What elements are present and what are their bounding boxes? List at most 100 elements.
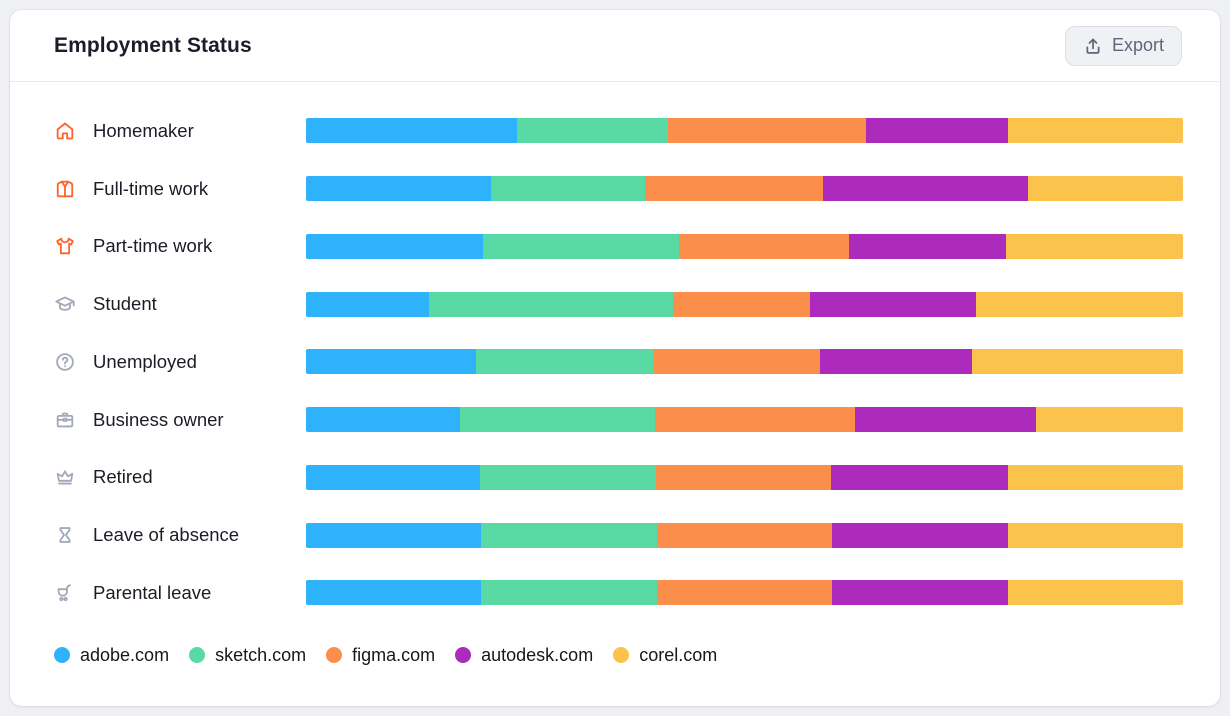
legend-item: figma.com <box>326 645 435 666</box>
stacked-bar <box>306 464 1183 490</box>
legend-dot <box>455 647 472 664</box>
bar-segment-figma-com[interactable] <box>645 176 823 202</box>
bar-segment-sketch-com[interactable] <box>491 176 646 202</box>
chart-area: Homemaker Full-time work Part-time work … <box>10 82 1220 666</box>
legend-item: adobe.com <box>54 645 169 666</box>
bar-segment-autodesk-com[interactable] <box>848 233 1006 259</box>
legend-dot <box>326 647 343 664</box>
bar-segment-sketch-com[interactable] <box>517 118 669 144</box>
legend-dot <box>613 647 630 664</box>
legend-dot <box>189 647 206 664</box>
bar-segment-adobe-com[interactable] <box>306 464 480 490</box>
stacked-bar <box>306 580 1183 606</box>
bar-segment-autodesk-com[interactable] <box>831 464 1009 490</box>
legend-item: corel.com <box>613 645 717 666</box>
chart-row: Part-time work <box>54 218 1183 276</box>
chart-rows: Homemaker Full-time work Part-time work … <box>54 102 1183 622</box>
row-label: Unemployed <box>93 350 197 372</box>
bar-segment-figma-com[interactable] <box>656 522 833 548</box>
briefcase-icon <box>54 409 76 431</box>
chart-legend: adobe.com sketch.com figma.com autodesk.… <box>54 645 1183 666</box>
stacked-bar <box>306 291 1183 317</box>
row-label: Leave of absence <box>93 524 240 546</box>
bar-segment-figma-com[interactable] <box>656 580 833 606</box>
legend-label: autodesk.com <box>481 644 594 665</box>
row-head: Student <box>54 293 306 315</box>
row-label: Full-time work <box>93 177 209 199</box>
bar-segment-corel-com[interactable] <box>1035 407 1183 433</box>
bar-segment-corel-com[interactable] <box>1008 522 1183 548</box>
stacked-bar <box>306 233 1183 259</box>
stroller-icon <box>54 582 76 604</box>
bar-segment-adobe-com[interactable] <box>306 176 492 202</box>
stacked-bar <box>306 349 1183 375</box>
bar-segment-autodesk-com[interactable] <box>822 176 1028 202</box>
chart-row: Business owner <box>54 391 1183 449</box>
export-button[interactable]: Export <box>1064 25 1182 66</box>
bar-segment-sketch-com[interactable] <box>480 522 657 548</box>
row-head: Unemployed <box>54 351 306 373</box>
bar-segment-corel-com[interactable] <box>1008 464 1183 490</box>
row-label: Part-time work <box>93 235 213 257</box>
bar-segment-corel-com[interactable] <box>1008 580 1183 606</box>
bar-segment-sketch-com[interactable] <box>479 464 656 490</box>
bar-segment-autodesk-com[interactable] <box>854 407 1036 433</box>
bar-segment-corel-com[interactable] <box>1008 118 1183 144</box>
stacked-bar <box>306 118 1183 144</box>
bar-segment-adobe-com[interactable] <box>306 349 477 375</box>
tshirt-icon <box>54 235 76 257</box>
row-head: Retired <box>54 466 306 488</box>
bar-segment-sketch-com[interactable] <box>460 407 656 433</box>
jacket-icon <box>54 178 76 200</box>
stacked-bar <box>306 407 1183 433</box>
bar-segment-adobe-com[interactable] <box>306 407 461 433</box>
bar-segment-sketch-com[interactable] <box>483 233 679 259</box>
bar-segment-adobe-com[interactable] <box>306 580 481 606</box>
legend-dot <box>54 647 70 664</box>
row-head: Parental leave <box>54 582 306 604</box>
row-label: Business owner <box>93 408 224 430</box>
bar-segment-figma-com[interactable] <box>668 118 867 144</box>
bar-segment-adobe-com[interactable] <box>306 233 484 259</box>
bar-segment-figma-com[interactable] <box>678 233 849 259</box>
bar-segment-autodesk-com[interactable] <box>866 118 1009 144</box>
row-head: Part-time work <box>54 235 306 257</box>
row-head: Business owner <box>54 409 306 431</box>
bar-segment-sketch-com[interactable] <box>476 349 655 375</box>
row-label: Homemaker <box>93 119 194 141</box>
bar-segment-corel-com[interactable] <box>1027 176 1183 202</box>
row-head: Leave of absence <box>54 524 306 546</box>
chart-row: Leave of absence <box>54 506 1183 564</box>
hourglass-icon <box>54 524 76 546</box>
export-button-label: Export <box>1111 35 1164 55</box>
stacked-bar <box>306 522 1183 548</box>
legend-label: adobe.com <box>80 644 170 665</box>
bar-segment-autodesk-com[interactable] <box>832 522 1009 548</box>
legend-label: corel.com <box>639 644 718 665</box>
bar-segment-corel-com[interactable] <box>1005 233 1183 259</box>
bar-segment-figma-com[interactable] <box>654 349 820 375</box>
bar-segment-corel-com[interactable] <box>971 349 1183 375</box>
bar-segment-adobe-com[interactable] <box>306 522 481 548</box>
bar-segment-autodesk-com[interactable] <box>810 291 976 317</box>
bar-segment-adobe-com[interactable] <box>306 291 429 317</box>
bar-segment-sketch-com[interactable] <box>428 291 673 317</box>
bar-segment-figma-com[interactable] <box>655 464 832 490</box>
legend-label: sketch.com <box>215 644 307 665</box>
legend-item: sketch.com <box>189 645 306 666</box>
bar-segment-corel-com[interactable] <box>976 291 1183 317</box>
bar-segment-figma-com[interactable] <box>655 407 855 433</box>
question-circle-icon <box>54 351 76 373</box>
bar-segment-figma-com[interactable] <box>672 291 811 317</box>
stacked-bar <box>306 176 1183 202</box>
export-upload-icon <box>1083 36 1103 56</box>
chart-row: Unemployed <box>54 333 1183 391</box>
row-label: Retired <box>93 466 153 488</box>
employment-status-card: Employment Status Export Homemaker Full-… <box>10 10 1220 706</box>
bar-segment-autodesk-com[interactable] <box>832 580 1009 606</box>
card-header: Employment Status Export <box>10 10 1220 82</box>
bar-segment-sketch-com[interactable] <box>480 580 657 606</box>
bar-segment-autodesk-com[interactable] <box>819 349 972 375</box>
crown-icon <box>54 466 76 488</box>
bar-segment-adobe-com[interactable] <box>306 118 518 144</box>
